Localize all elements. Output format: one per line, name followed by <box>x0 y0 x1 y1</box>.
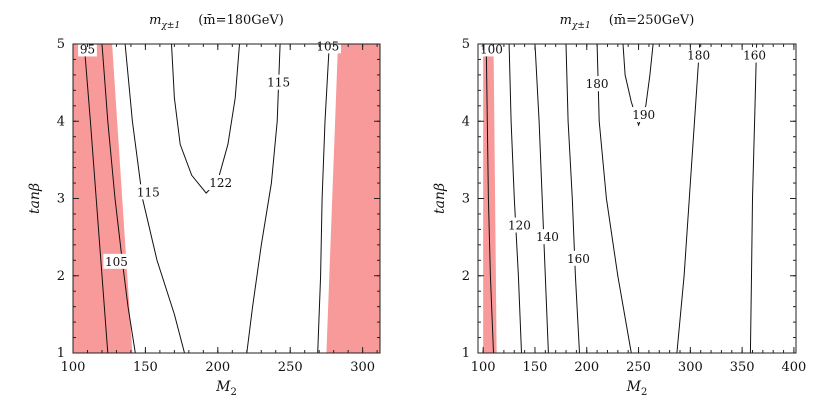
y-tick-label: 5 <box>462 37 470 52</box>
contour-label: 100 <box>480 42 503 56</box>
chart-panel-1: 95 105 115 122 115 105 100 150 200 250 300 1 2 3 4 5 M2 t… <box>27 13 381 398</box>
contour-label-background <box>506 217 533 233</box>
excluded-region <box>73 44 133 353</box>
excluded-region <box>483 44 497 353</box>
contour-line-160 <box>565 43 580 354</box>
contour-label-background <box>135 184 162 200</box>
contour-label: 115 <box>267 76 290 90</box>
contour-label: 160 <box>743 49 766 63</box>
contour-line-95 <box>84 49 109 354</box>
contour-label-background <box>207 175 234 191</box>
x-tick-label: 400 <box>782 360 807 375</box>
contour-label-background <box>314 38 341 54</box>
contour-line-190 <box>622 43 654 127</box>
x-tick-label: 100 <box>61 360 86 375</box>
plot-frame <box>477 43 797 354</box>
x-tick-label: 150 <box>523 360 548 375</box>
contour-label: 190 <box>632 108 655 122</box>
y-tick-label: 1 <box>57 346 65 361</box>
y-tick-label: 5 <box>57 37 65 52</box>
contour-line-105 <box>317 43 330 354</box>
x-tick-label: 100 <box>471 360 496 375</box>
contour-label: 120 <box>508 219 531 233</box>
y-tick-label: 2 <box>462 269 470 284</box>
contour-line-100 <box>485 50 494 354</box>
contour-label: 115 <box>137 185 160 199</box>
contour-label-background <box>265 74 292 90</box>
y-tick-label: 2 <box>57 269 65 284</box>
contour-label: 180 <box>687 49 710 63</box>
contour-label-background <box>584 76 611 92</box>
y-tick-label: 4 <box>462 114 470 129</box>
contour-line-140 <box>534 43 549 354</box>
x-axis-label: M2 <box>626 379 648 398</box>
contour-label-background <box>565 250 592 266</box>
x-tick-label: 250 <box>278 360 303 375</box>
contour-line-115 <box>124 43 185 354</box>
excluded-region <box>326 44 380 353</box>
contour-label-background <box>630 107 657 123</box>
contour-label-background <box>741 47 768 63</box>
x-tick-label: 200 <box>205 360 230 375</box>
y-axis-label: tanβ <box>432 183 448 214</box>
chart-title: mχ±1 (m̄=250GeV) <box>560 13 695 31</box>
x-tick-label: 200 <box>574 360 599 375</box>
contour-label: 95 <box>80 42 95 56</box>
contour-line-180 <box>596 43 632 354</box>
y-tick-label: 3 <box>57 192 65 207</box>
contour-label: 105 <box>316 39 339 53</box>
contour-label-background <box>78 41 97 57</box>
contour-line-115 <box>246 43 281 354</box>
chart-title: mχ±1 (m̄=180GeV) <box>149 13 284 31</box>
contour-line-105 <box>101 43 136 354</box>
contour-label: 180 <box>586 77 609 91</box>
contour-label: 122 <box>209 176 232 190</box>
contour-line-160 <box>749 43 758 354</box>
contour-label: 140 <box>536 230 559 244</box>
y-tick-label: 1 <box>462 346 470 361</box>
y-tick-label: 3 <box>462 192 470 207</box>
contour-line-120 <box>508 43 522 354</box>
contour-label-background <box>478 41 505 57</box>
y-tick-label: 4 <box>57 114 65 129</box>
x-axis-label: M2 <box>215 379 237 398</box>
contour-label: 160 <box>567 252 590 266</box>
contour-label: 105 <box>105 255 128 269</box>
contour-label-background <box>534 229 561 245</box>
y-axis-label: tanβ <box>27 183 43 214</box>
contour-line-180 <box>676 43 701 354</box>
contour-line-122 <box>171 43 240 194</box>
x-tick-label: 300 <box>678 360 703 375</box>
x-tick-label: 350 <box>730 360 755 375</box>
x-tick-label: 300 <box>350 360 375 375</box>
chart-panel-2: 100 120 140 160 180 190 180 160 100 150 200 250 300 3… <box>432 13 806 398</box>
x-tick-label: 250 <box>626 360 651 375</box>
x-tick-label: 150 <box>133 360 158 375</box>
contour-label-background <box>103 253 130 269</box>
contour-label-background <box>685 47 712 63</box>
